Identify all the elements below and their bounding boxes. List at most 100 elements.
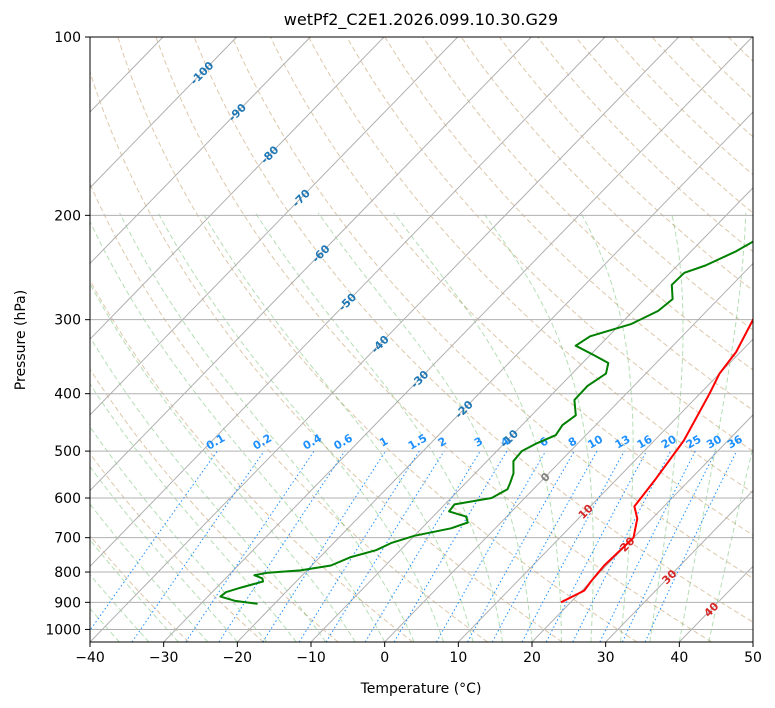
dry-adiabat (90, 182, 488, 642)
mixing-ratio-line (644, 450, 738, 642)
mixing-ratio-label: 30 (704, 432, 724, 451)
isotherm-label: -100 (188, 59, 217, 88)
x-tick-label: −20 (223, 650, 253, 666)
mixing-ratio-line (325, 450, 445, 642)
mixing-ratio-line (131, 450, 265, 642)
dry-adiabat (90, 70, 563, 642)
y-tick-label: 800 (54, 565, 81, 581)
isotherm-gridline (90, 37, 606, 568)
temperature-profile-line (560, 317, 753, 604)
dry-adiabat (575, 37, 753, 214)
dry-adiabat (90, 279, 414, 642)
mixing-ratio-label: 3 (472, 435, 485, 450)
y-tick-label: 600 (54, 491, 81, 507)
dry-adiabat (270, 37, 753, 536)
dry-adiabat (231, 37, 753, 579)
moist-adiabat (649, 212, 684, 642)
moist-adiabat (119, 212, 415, 642)
y-tick-label: 1000 (45, 622, 81, 638)
moist-adiabat (90, 220, 386, 642)
dry-adiabat (155, 37, 712, 642)
isotherm-gridline (605, 489, 753, 642)
mixing-ratio-label: 16 (635, 432, 655, 451)
dry-adiabat (308, 37, 753, 494)
dewpoint-profile-line (219, 240, 753, 605)
x-tick-label: 10 (449, 650, 467, 666)
isotherm-gridline (90, 37, 238, 189)
axes: −40 −30 −20 −10 0 10 20 30 40 50 100 200 300 400 500 60… (45, 30, 762, 666)
y-tick-label: 400 (54, 387, 81, 403)
x-tick-label: 30 (597, 650, 615, 666)
isotherm-gridline (163, 37, 753, 642)
isotherm-gridline (310, 187, 753, 642)
moist-adiabat (393, 212, 562, 642)
mixing-ratio-line (298, 450, 420, 642)
isotherm-gridline (384, 262, 753, 642)
dry-adiabat (460, 37, 753, 331)
mixing-ratio-line (521, 450, 625, 642)
dry-adiabat (689, 37, 753, 100)
dry-adiabat (193, 37, 753, 623)
dry-adiabat (117, 37, 638, 642)
dry-adiabat (728, 37, 753, 62)
moist-adiabat (254, 212, 503, 642)
dry-adiabat (90, 368, 339, 642)
moist-adiabat (157, 212, 445, 642)
chart-title: wetPf2_C2E1.2026.099.10.30.G29 (284, 10, 558, 30)
moist-adiabat (580, 212, 634, 642)
isotherm-gridline (531, 414, 753, 642)
mixing-ratio-line (599, 450, 696, 642)
mixing-ratio-label: 36 (725, 432, 745, 451)
y-tick-label: 200 (54, 208, 81, 224)
isotherm-gridline (236, 111, 753, 642)
moist-adiabat (317, 212, 533, 642)
y-tick-label: 100 (54, 30, 81, 46)
x-tick-label: 20 (523, 650, 541, 666)
y-tick-label: 300 (54, 313, 81, 329)
x-tick-label: 40 (670, 650, 688, 666)
isotherm-gridline (752, 641, 753, 642)
isotherm-gridline (90, 37, 311, 265)
x-axis-label: Temperature (°C) (360, 681, 482, 697)
mixing-ratio-line (621, 450, 717, 642)
moist-adiabat (90, 335, 327, 642)
dry-adiabat (90, 452, 264, 642)
mixing-ratio-label: 0.4 (301, 431, 325, 452)
isotherm-gridline (90, 37, 680, 642)
x-tick-label: −40 (75, 650, 105, 666)
dry-adiabat (537, 37, 753, 253)
x-tick-label: −30 (149, 650, 179, 666)
plot-area: 0.1 0.2 0.4 0.6 1 1.5 2 3 4 6 8 10 13 16 20 25 30 36-100-… (90, 37, 753, 642)
x-tick-label: 0 (380, 650, 389, 666)
moist-adiabat (90, 503, 209, 642)
dry-adiabat (384, 37, 753, 411)
dry-adiabat (422, 37, 753, 371)
mixing-ratio-line (364, 450, 481, 642)
dry-adiabat (90, 534, 190, 642)
moist-adiabat (482, 212, 594, 642)
moist-adiabat (90, 465, 238, 642)
moist-adiabat (708, 444, 753, 642)
x-tick-label: 50 (744, 650, 762, 666)
x-tick-label: −10 (296, 650, 326, 666)
mixing-ratio-line (218, 450, 346, 642)
mixing-ratio-line (90, 450, 218, 632)
moist-adiabat (90, 282, 356, 642)
mixing-ratio-line (467, 450, 575, 642)
mixing-ratio-line (491, 450, 598, 642)
mixing-ratio-label: 1.5 (406, 432, 429, 453)
moist-adiabat (90, 426, 268, 642)
moist-adiabat (678, 212, 747, 642)
isotherm-gridline (90, 37, 459, 416)
mixing-ratio-line (185, 450, 315, 642)
moist-adiabat (90, 573, 150, 642)
mixing-ratio-label: 1 (377, 435, 390, 450)
moist-adiabat (202, 212, 474, 642)
mixing-ratio-label: 8 (566, 435, 579, 450)
moist-adiabat (90, 539, 179, 642)
plot-frame (89, 36, 754, 643)
y-tick-label: 700 (54, 531, 81, 547)
mixing-ratio-line (262, 450, 387, 642)
isotherm-gridline (90, 37, 385, 340)
